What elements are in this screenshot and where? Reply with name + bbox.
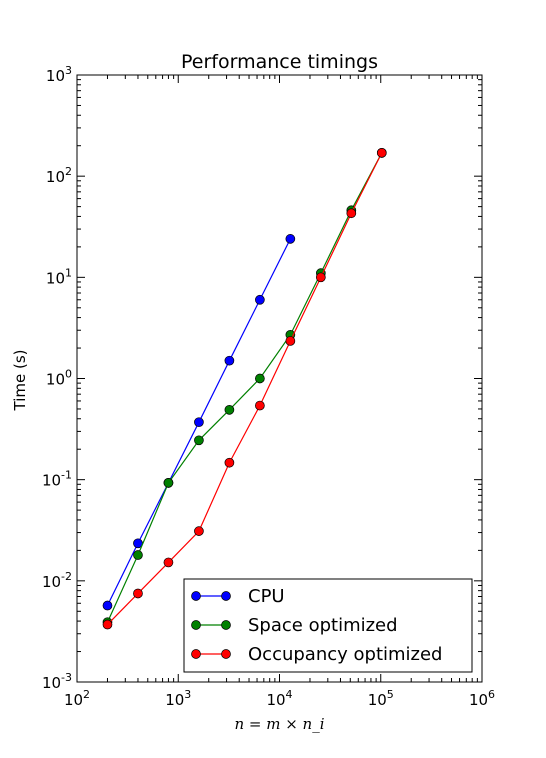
legend-label: CPU xyxy=(248,586,285,607)
tick-exponent: 5 xyxy=(387,688,394,701)
data-point xyxy=(315,272,326,283)
tick-exponent: -2 xyxy=(61,570,72,583)
legend-marker xyxy=(191,591,201,601)
tick-exponent: -1 xyxy=(61,469,72,482)
legend-label: Space optimized xyxy=(248,615,398,636)
x-tick-label: 103 xyxy=(165,688,191,709)
tick-base: 10 xyxy=(368,691,387,709)
legend-box xyxy=(183,578,473,673)
data-point xyxy=(163,557,174,568)
x-axis-label: n = m × n_i xyxy=(234,715,324,733)
tick-base: 10 xyxy=(42,573,61,591)
tick-exponent: -3 xyxy=(61,671,72,684)
data-point xyxy=(376,148,387,158)
data-point xyxy=(285,234,296,244)
x-tick-label: 106 xyxy=(469,688,495,709)
data-point xyxy=(102,619,113,630)
series-line xyxy=(107,152,383,625)
data-point xyxy=(224,404,235,415)
axis-ticks xyxy=(76,74,483,683)
plot-area: 102 103 104 105 10610-310-210-1100101102103C… xyxy=(42,64,495,709)
tick-base: 10 xyxy=(469,691,488,709)
data-point xyxy=(224,355,235,366)
tick-base: 10 xyxy=(42,472,61,490)
data-point xyxy=(102,600,113,611)
data-point xyxy=(255,294,265,305)
legend-marker xyxy=(221,591,231,601)
data-point xyxy=(133,550,143,560)
tick-base: 10 xyxy=(46,371,65,389)
x-tick-label: 102 xyxy=(64,688,90,709)
data-point xyxy=(194,435,204,446)
data-point xyxy=(194,417,204,428)
legend-label: Occupancy optimized xyxy=(248,644,442,665)
series-2 xyxy=(102,148,387,630)
data-point xyxy=(163,478,174,488)
legend: CPU Space optimized Occupancy optimized xyxy=(183,578,473,673)
y-tick-label: 10-2 xyxy=(42,570,72,591)
series-line xyxy=(106,152,383,623)
tick-exponent: 4 xyxy=(286,688,293,701)
legend-marker xyxy=(221,620,231,630)
tick-exponent: 0 xyxy=(65,368,72,381)
y-tick-label: 100 xyxy=(46,368,72,389)
tick-base: 10 xyxy=(46,269,65,287)
tick-exponent: 3 xyxy=(184,688,191,701)
tick-base: 10 xyxy=(42,674,61,692)
y-tick-label: 103 xyxy=(46,64,72,85)
data-point xyxy=(346,208,357,219)
legend-marker xyxy=(191,649,201,659)
tick-base: 10 xyxy=(266,691,285,709)
y-tick-label: 101 xyxy=(46,266,72,287)
tick-exponent: 2 xyxy=(83,688,90,701)
chart-title: Performance timings xyxy=(181,51,378,73)
x-tick-label: 105 xyxy=(368,688,394,709)
data-point xyxy=(255,400,265,411)
data-point xyxy=(285,336,296,346)
tick-exponent: 2 xyxy=(65,165,72,178)
series-0 xyxy=(102,234,296,611)
tick-base: 10 xyxy=(165,691,184,709)
y-axis-label: Time (s) xyxy=(11,350,29,412)
y-tick-label: 10-3 xyxy=(42,671,72,692)
tick-base: 10 xyxy=(46,168,65,186)
tick-exponent: 3 xyxy=(65,64,72,77)
data-point xyxy=(224,457,235,468)
legend-marker xyxy=(191,620,201,630)
legend-marker xyxy=(221,649,231,659)
data-point xyxy=(255,373,265,384)
tick-base: 10 xyxy=(64,691,83,709)
y-tick-label: 102 xyxy=(46,165,72,186)
tick-exponent: 6 xyxy=(488,688,495,701)
tick-exponent: 1 xyxy=(65,266,72,279)
data-point xyxy=(194,526,204,536)
x-tick-label: 104 xyxy=(266,688,292,709)
y-tick-label: 10-1 xyxy=(42,469,72,490)
series-1 xyxy=(102,148,387,628)
data-point xyxy=(133,588,143,599)
tick-base: 10 xyxy=(46,67,65,85)
